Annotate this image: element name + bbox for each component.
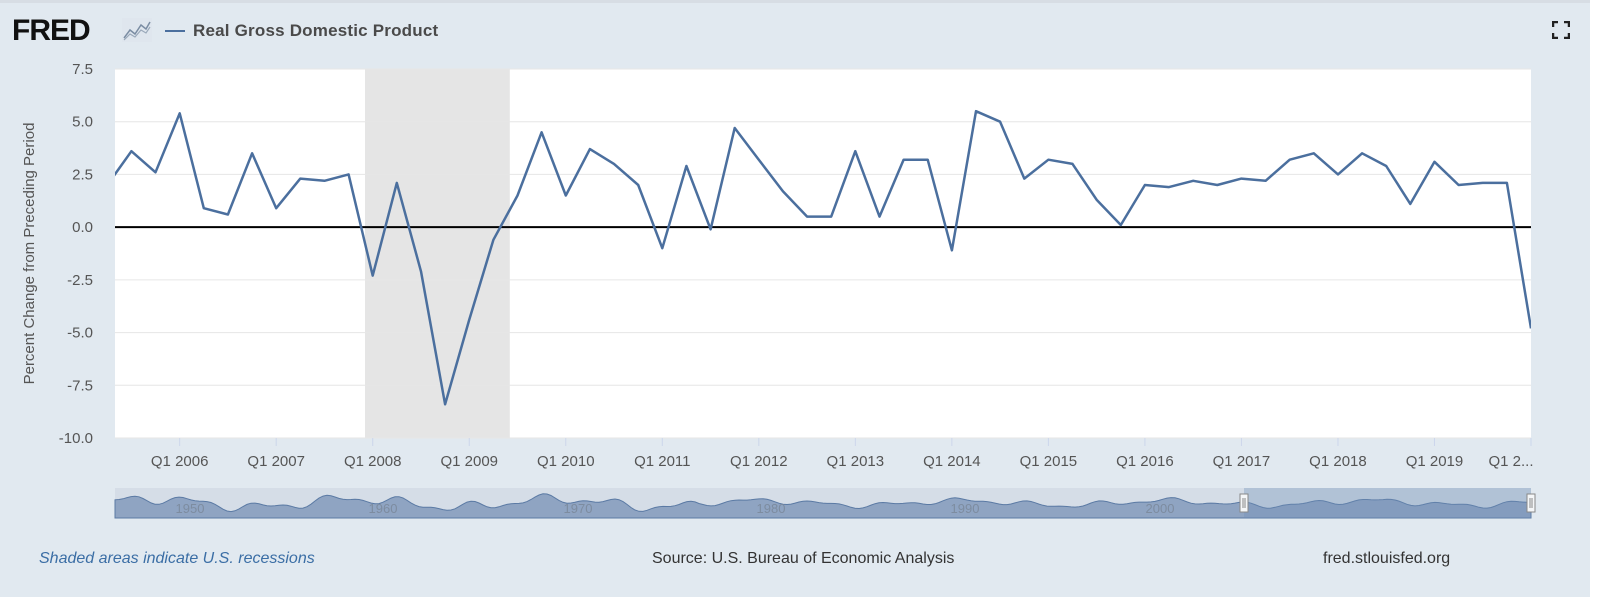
y-tick-label: 0.0 [72,219,93,236]
recession-note-link[interactable]: Shaded areas indicate U.S. recessions [39,550,315,567]
navigator-decade-label: 1950 [176,501,205,516]
x-tick-label: Q1 2019 [1406,453,1464,470]
y-tick-label: 7.5 [72,61,93,78]
navigator-decade-label: 2000 [1146,501,1175,516]
y-axis-label: Percent Change from Preceding Period [21,123,38,385]
navigator-right-handle[interactable] [1526,493,1536,513]
x-tick-label: Q1 2008 [344,453,402,470]
navigator-left-handle[interactable] [1239,493,1249,513]
plot-background [115,69,1531,438]
recession-band [364,69,510,438]
y-axis-ticks: 7.5 5.0 2.5 0.0 -2.5 -5.0 -7.5 -10.0 [59,61,93,447]
x-tick-label: Q1 2009 [440,453,498,470]
gridlines [115,68,1531,439]
fred-logo[interactable]: FRED [12,14,91,47]
y-tick-label: -7.5 [67,377,93,394]
navigator-decade-labels: 1950 1960 1970 1980 1990 2000 [176,501,1175,516]
x-tick-label: Q1 2... [1488,453,1533,470]
y-tick-label: 5.0 [72,114,93,131]
y-tick-label: 2.5 [72,166,93,183]
navigator-decade-label: 1990 [951,501,980,516]
x-tick-label: Q1 2011 [634,453,690,470]
x-tick-label: Q1 2014 [923,453,981,470]
navigator-series-area [114,493,1532,519]
chart-legend[interactable]: Real Gross Domestic Product [165,20,438,42]
x-tick-label: Q1 2010 [537,453,595,470]
x-tick-label: Q1 2012 [730,453,788,470]
x-tick-label: Q1 2006 [151,453,209,470]
legend-label: Real Gross Domestic Product [193,21,439,40]
source-text: Source: U.S. Bureau of Economic Analysis [652,550,955,567]
x-tick-label: Q1 2016 [1116,453,1174,470]
navigator-decade-label: 1960 [369,501,398,516]
y-tick-label: -10.0 [59,430,93,447]
x-tick-label: Q1 2017 [1213,453,1271,470]
legend-swatch [165,30,185,32]
navigator-decade-label: 1980 [757,501,786,516]
y-tick-label: -5.0 [67,325,93,342]
x-tick-label: Q1 2015 [1020,453,1078,470]
y-tick-label: -2.5 [67,272,93,289]
fullscreen-icon[interactable] [1552,21,1570,39]
page-edge [1590,0,1600,598]
x-axis-ticks: Q1 2006 Q1 2007 Q1 2008 Q1 2009 Q1 2010 Q1 20… [151,438,1534,470]
site-link[interactable]: fred.stlouisfed.org [1323,550,1451,567]
series-layer [115,109,1531,406]
chart-logo-icon [122,18,152,42]
navigator-decade-label: 1970 [564,501,593,516]
x-tick-label: Q1 2013 [827,453,885,470]
series-line [115,109,1531,406]
recession-shading-layer [364,69,510,438]
navigator-selected-range[interactable] [1244,488,1531,518]
x-tick-label: Q1 2018 [1309,453,1367,470]
x-tick-label: Q1 2007 [247,453,305,470]
range-navigator[interactable]: 1950 1960 1970 1980 1990 2000 [114,488,1536,519]
